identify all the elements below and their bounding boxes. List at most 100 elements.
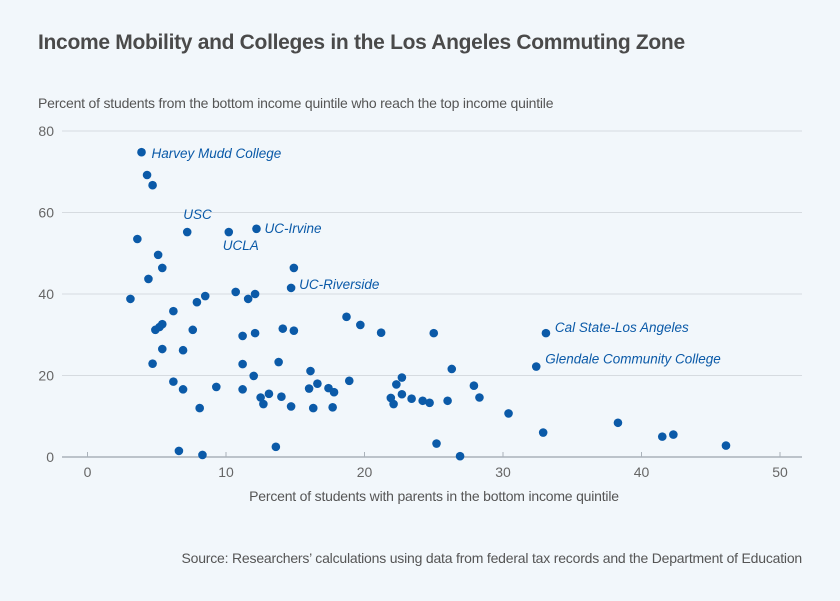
annotation-label: Glendale Community College (545, 352, 721, 367)
data-point (397, 373, 407, 382)
data-point (418, 396, 427, 406)
annotation-label: Cal State-Los Angeles (555, 320, 689, 335)
data-point (313, 379, 322, 388)
data-point (669, 430, 678, 439)
data-point (144, 274, 153, 284)
y-tick-label: 40 (38, 286, 54, 302)
data-point (389, 399, 398, 409)
data-point (538, 428, 548, 437)
data-point (249, 371, 258, 381)
data-point (328, 402, 337, 412)
annotation-label: UC-Irvine (264, 221, 321, 236)
chart-title: Income Mobility and Colleges in the Los … (38, 31, 685, 54)
data-point (192, 297, 202, 307)
data-point (721, 441, 731, 450)
data-point (259, 399, 268, 409)
annotation-label: UCLA (223, 238, 259, 253)
data-point-usc (182, 227, 192, 237)
data-point (157, 344, 167, 354)
data-point (195, 403, 204, 413)
data-point (455, 451, 465, 461)
data-point-harvey-mudd-college (137, 147, 146, 157)
data-point (329, 387, 339, 397)
data-point (308, 403, 318, 413)
data-point (133, 234, 142, 244)
x-tick-label: 30 (495, 464, 511, 480)
data-point (153, 250, 163, 260)
y-axis-ticks: 0 20 40 60 80 (38, 123, 54, 465)
data-point (447, 364, 457, 374)
y-tick-label: 60 (38, 205, 54, 221)
data-point (392, 380, 401, 389)
data-points (126, 147, 731, 461)
data-point (356, 320, 365, 330)
data-point (376, 328, 386, 338)
x-tick-label: 10 (218, 464, 234, 480)
annotation-label: USC (183, 207, 212, 222)
x-axis-label: Percent of students with parents in the … (249, 488, 619, 504)
data-point (264, 389, 274, 399)
data-point (504, 409, 513, 418)
data-point (126, 294, 135, 304)
data-point (174, 446, 184, 456)
data-point (407, 394, 416, 404)
data-point (432, 439, 441, 448)
data-point (231, 287, 240, 297)
y-axis-label: Percent of students from the bottom inco… (38, 95, 554, 111)
x-tick-label: 50 (772, 464, 788, 480)
data-point (278, 324, 288, 333)
data-point-uc-irvine (252, 224, 261, 234)
data-point (425, 398, 434, 408)
annotation-label: Harvey Mudd College (152, 146, 282, 161)
x-tick-label: 40 (634, 464, 650, 480)
data-point (198, 450, 207, 460)
data-point (289, 263, 299, 273)
y-tick-label: 20 (38, 368, 54, 384)
data-point (277, 392, 286, 401)
data-point (169, 377, 178, 386)
annotation-label: UC-Riverside (299, 277, 379, 292)
data-point (306, 366, 315, 376)
data-point (469, 381, 479, 390)
data-point (250, 289, 260, 299)
data-point (142, 170, 152, 180)
x-tick-label: 0 (84, 464, 92, 480)
grid-lines (62, 130, 802, 458)
data-point (178, 385, 188, 394)
data-point (212, 382, 221, 392)
data-point (188, 325, 198, 335)
data-point (157, 263, 167, 273)
data-point (286, 402, 296, 411)
data-point (256, 393, 265, 402)
source-note: Source: Researchers’ calculations using … (181, 550, 802, 566)
data-point (429, 328, 439, 338)
y-tick-label: 80 (38, 123, 54, 139)
data-point (304, 384, 314, 393)
x-axis-ticks: 0 10 20 30 40 50 (84, 452, 788, 480)
data-point (238, 385, 247, 394)
x-tick-label: 20 (357, 464, 373, 480)
data-point (397, 389, 407, 399)
data-point-ucla (224, 227, 234, 237)
data-point (243, 294, 253, 304)
data-point (271, 442, 281, 452)
data-point (443, 396, 452, 406)
data-point (274, 357, 283, 367)
data-point (342, 312, 351, 322)
data-point (178, 345, 188, 355)
y-tick-label: 0 (46, 449, 54, 465)
data-point (613, 418, 623, 428)
data-point (148, 180, 157, 190)
data-point (238, 331, 247, 341)
data-point (344, 376, 354, 386)
data-point (289, 326, 299, 335)
data-point-uc-riverside (286, 283, 296, 293)
data-point (148, 359, 157, 368)
data-point (475, 393, 484, 402)
data-point (169, 306, 178, 316)
data-point (200, 291, 210, 301)
data-point-cal-state-los-angeles (541, 328, 551, 338)
data-point (657, 432, 667, 441)
data-point-glendale-community-college (531, 362, 541, 371)
